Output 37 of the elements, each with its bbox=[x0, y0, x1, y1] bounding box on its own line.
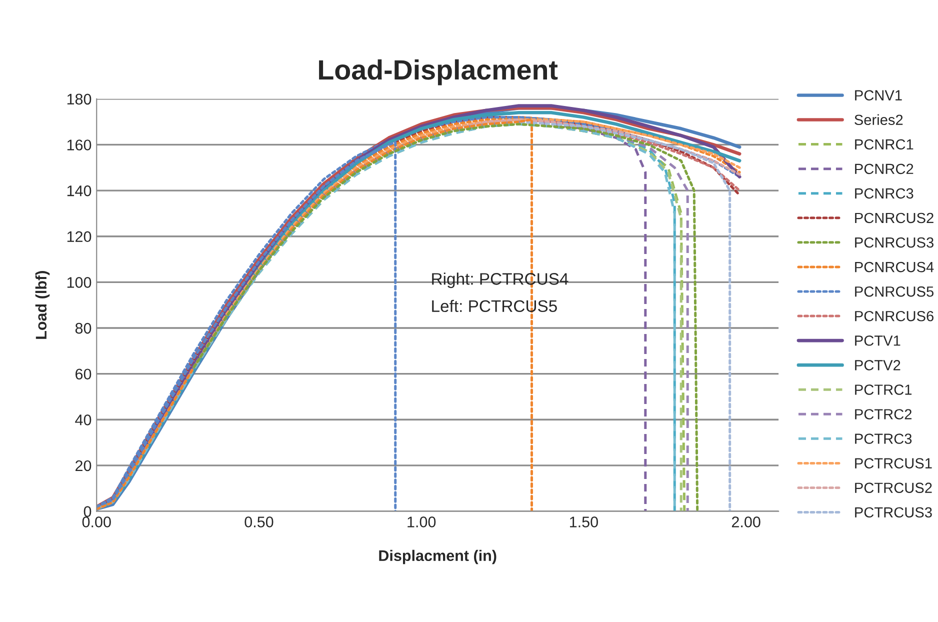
y-tick-label: 120 bbox=[67, 231, 92, 242]
legend-label: PCTRC3 bbox=[855, 434, 912, 444]
legend-label: PCNRCUS6 bbox=[855, 310, 934, 322]
x-tick-label: 1.00 bbox=[408, 516, 436, 528]
legend-label: PCTRC2 bbox=[855, 409, 912, 420]
legend-label: PCTRCUS1 bbox=[855, 458, 932, 468]
legend-label: PCTV1 bbox=[855, 335, 900, 346]
legend-label: PCTRCUS2 bbox=[855, 482, 932, 493]
legend-label: PCNRCUS3 bbox=[855, 237, 934, 248]
legend-label: PCNV1 bbox=[855, 90, 902, 100]
y-tick-label: 40 bbox=[75, 414, 92, 426]
y-tick-label: 60 bbox=[76, 368, 92, 380]
y-axis-title: Load (lbf) bbox=[35, 271, 50, 339]
annotation: Left: PCTRCUS5 bbox=[432, 300, 557, 312]
y-tick-label: 180 bbox=[67, 94, 92, 105]
legend-label: PCNRC3 bbox=[855, 188, 914, 199]
chart-title: Load-Displacment bbox=[319, 59, 558, 86]
legend-label: PCTV2 bbox=[855, 360, 900, 370]
x-tick-label: 0.00 bbox=[82, 516, 111, 528]
legend-label: Series2 bbox=[854, 114, 903, 126]
legend-label: PCNRC1 bbox=[855, 139, 914, 150]
x-tick-label: 1.50 bbox=[570, 516, 598, 528]
legend-label: PCNRCUS4 bbox=[855, 262, 934, 272]
x-tick-label: 0.50 bbox=[244, 516, 274, 528]
y-tick-label: 140 bbox=[67, 185, 92, 196]
y-tick-label: 20 bbox=[76, 460, 92, 472]
y-tick-label: 160 bbox=[67, 140, 92, 150]
legend-label: PCTRCUS3 bbox=[855, 507, 932, 518]
legend-label: PCNRCUS5 bbox=[855, 286, 934, 297]
legend-label: PCNRCUS2 bbox=[855, 212, 934, 224]
y-tick-label: 100 bbox=[67, 277, 92, 288]
x-axis-title: Displacment (in) bbox=[379, 550, 496, 564]
y-tick-label: 80 bbox=[75, 322, 92, 334]
x-tick-label: 2.00 bbox=[732, 516, 760, 528]
legend-label: PCTRC1 bbox=[855, 384, 912, 395]
legend-label: PCNRC2 bbox=[855, 164, 914, 174]
y-tick-label: 0 bbox=[84, 506, 92, 517]
